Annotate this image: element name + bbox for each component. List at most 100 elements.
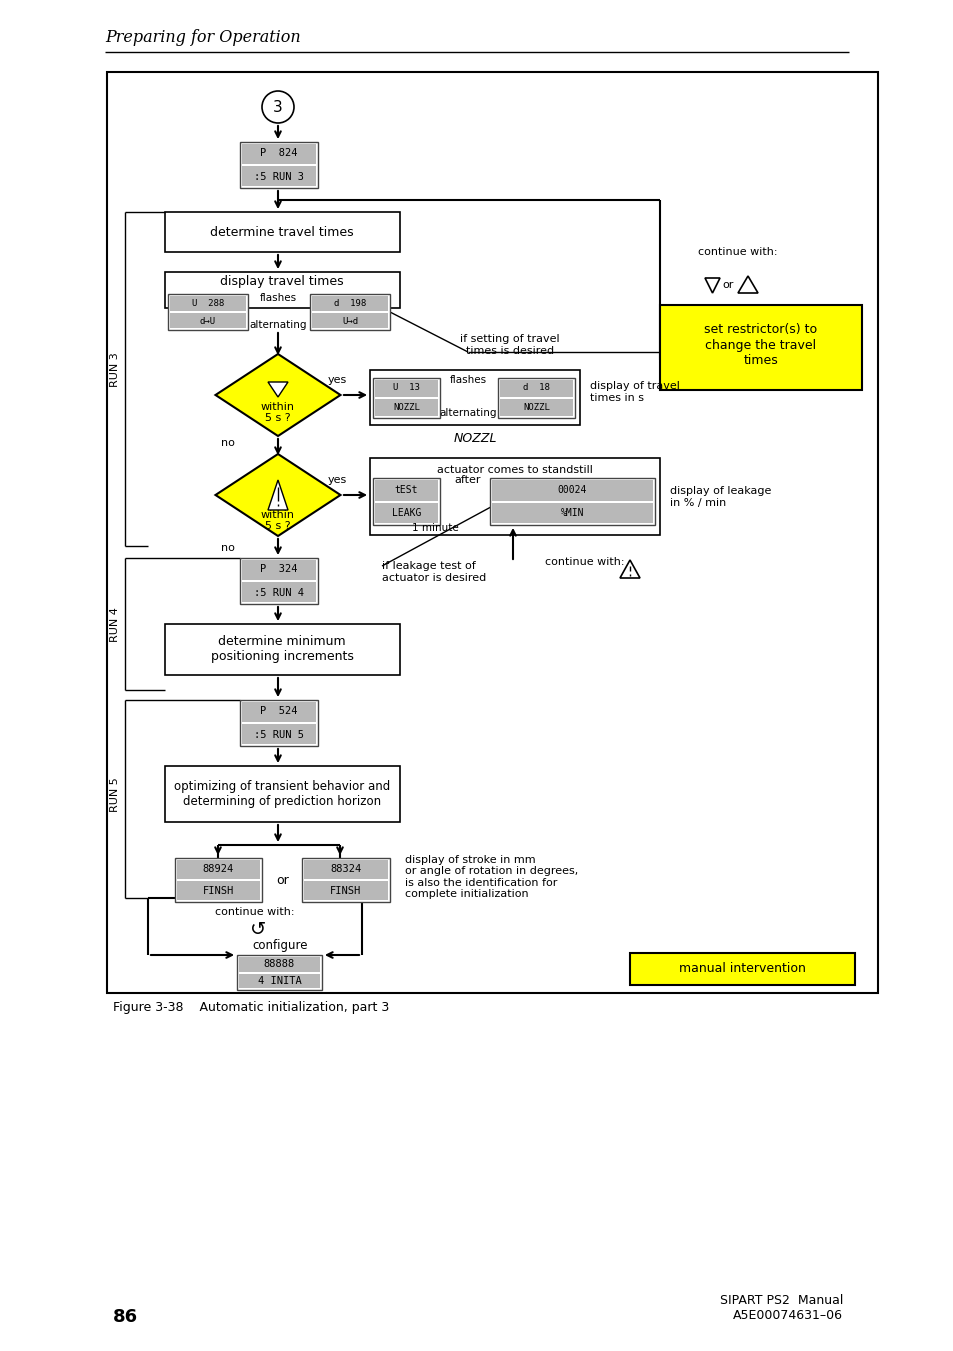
Text: configure: configure	[252, 939, 308, 951]
Text: NOZZL: NOZZL	[393, 404, 419, 412]
Polygon shape	[704, 278, 720, 293]
Bar	[242, 703, 315, 721]
Bar	[499, 380, 573, 397]
Bar	[177, 861, 260, 880]
Bar	[239, 974, 319, 988]
Text: no: no	[221, 543, 234, 553]
Bar	[174, 858, 262, 902]
Bar	[375, 380, 437, 397]
Text: d  18: d 18	[522, 384, 549, 393]
Text: 88924: 88924	[203, 865, 233, 874]
Text: or: or	[721, 280, 733, 290]
Bar	[629, 952, 854, 985]
Text: :5 RUN 5: :5 RUN 5	[253, 730, 304, 739]
Text: 3: 3	[273, 100, 283, 115]
Text: alternating: alternating	[249, 320, 307, 330]
Text: :5 RUN 4: :5 RUN 4	[253, 588, 304, 597]
Text: tESt: tESt	[395, 485, 417, 494]
Bar	[168, 295, 248, 330]
Bar	[373, 378, 439, 417]
Bar	[242, 582, 315, 603]
Text: NOZZL: NOZZL	[522, 404, 549, 412]
Bar	[312, 313, 388, 328]
Text: display of stroke in mm
or angle of rotation in degrees,
is also the identificat: display of stroke in mm or angle of rota…	[405, 855, 578, 900]
Bar	[107, 72, 877, 993]
Text: ↺: ↺	[250, 920, 266, 939]
Polygon shape	[268, 382, 288, 397]
Bar	[240, 700, 317, 746]
Text: :5 RUN 3: :5 RUN 3	[253, 172, 304, 181]
Bar	[236, 955, 322, 990]
Text: display of travel
times in s: display of travel times in s	[589, 381, 679, 403]
Text: within: within	[261, 403, 294, 412]
Text: FINSH: FINSH	[203, 886, 233, 896]
Text: within: within	[261, 509, 294, 520]
Text: 88888: 88888	[264, 959, 294, 969]
Bar	[165, 624, 399, 676]
Bar	[490, 478, 655, 526]
Text: set restrictor(s) to
change the travel
times: set restrictor(s) to change the travel t…	[703, 323, 817, 366]
Bar	[165, 212, 399, 253]
Polygon shape	[215, 454, 340, 536]
Bar	[304, 861, 388, 880]
Text: no: no	[221, 438, 234, 449]
Bar	[165, 766, 399, 821]
Bar	[310, 295, 390, 330]
Text: RUN 4: RUN 4	[110, 608, 120, 643]
Bar	[242, 561, 315, 580]
Text: yes: yes	[328, 476, 347, 485]
Text: manual intervention: manual intervention	[678, 962, 804, 975]
Text: 00024: 00024	[558, 485, 587, 494]
Text: continue with:: continue with:	[544, 557, 624, 567]
Text: P  324: P 324	[260, 565, 297, 574]
Text: display travel times: display travel times	[220, 276, 343, 289]
Text: 88324: 88324	[330, 865, 361, 874]
Text: continue with:: continue with:	[698, 247, 777, 257]
Text: 5 s ?: 5 s ?	[265, 413, 291, 423]
Text: RUN 5: RUN 5	[110, 778, 120, 812]
Text: LEAKG: LEAKG	[392, 508, 420, 519]
Text: after: after	[455, 476, 480, 485]
Text: if setting of travel
times is desired: if setting of travel times is desired	[459, 334, 559, 355]
Bar	[165, 272, 399, 308]
Polygon shape	[268, 480, 288, 509]
Text: actuator comes to standstill: actuator comes to standstill	[436, 465, 593, 476]
Polygon shape	[619, 561, 639, 578]
Polygon shape	[738, 276, 758, 293]
Text: 5 s ?: 5 s ?	[265, 521, 291, 531]
Bar	[240, 142, 317, 188]
Text: d  198: d 198	[334, 299, 366, 308]
Text: U  13: U 13	[393, 384, 419, 393]
Bar	[492, 503, 652, 523]
Bar	[239, 957, 319, 971]
Text: or: or	[276, 874, 289, 886]
Text: P  824: P 824	[260, 149, 297, 158]
Text: U→d: U→d	[341, 316, 357, 326]
Text: 1 minute: 1 minute	[411, 523, 457, 534]
Bar	[375, 503, 437, 523]
Text: yes: yes	[328, 376, 347, 385]
Bar	[375, 480, 437, 500]
Text: flashes: flashes	[259, 293, 296, 303]
Bar	[240, 558, 317, 604]
Bar	[373, 478, 439, 526]
Bar	[497, 378, 575, 417]
Bar	[302, 858, 390, 902]
Text: P  524: P 524	[260, 707, 297, 716]
Bar	[659, 305, 862, 390]
Text: Figure 3-38    Automatic initialization, part 3: Figure 3-38 Automatic initialization, pa…	[112, 1001, 389, 1013]
Text: determine travel times: determine travel times	[210, 226, 354, 239]
Text: 86: 86	[112, 1308, 138, 1325]
Bar	[242, 724, 315, 744]
Bar	[242, 145, 315, 163]
Text: d→U: d→U	[200, 316, 215, 326]
Bar	[370, 458, 659, 535]
Circle shape	[262, 91, 294, 123]
Bar	[492, 480, 652, 500]
Bar	[177, 881, 260, 900]
Bar	[242, 166, 315, 186]
Text: flashes: flashes	[449, 376, 486, 385]
Text: if leakage test of
actuator is desired: if leakage test of actuator is desired	[381, 561, 486, 582]
Text: FINSH: FINSH	[330, 886, 361, 896]
Text: Preparing for Operation: Preparing for Operation	[105, 30, 300, 46]
